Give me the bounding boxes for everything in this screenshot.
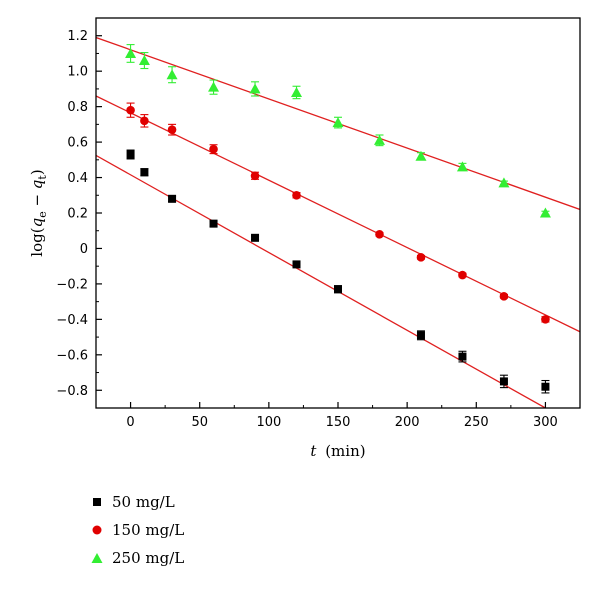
data-point [332, 117, 344, 128]
y-tick-label: −0.8 [56, 384, 88, 399]
data-point [541, 315, 550, 324]
data-point [250, 171, 260, 181]
data-point [541, 382, 550, 391]
x-axis-title-var: t [310, 442, 317, 460]
fit-line [96, 95, 580, 333]
y-axis-title: log(qe − qt) [28, 169, 49, 256]
legend-label: 150 mg/L [112, 521, 185, 539]
data-point [499, 292, 509, 301]
legend-label: 50 mg/L [112, 493, 175, 511]
x-axis-title: t (min) [310, 442, 365, 460]
data-point [458, 270, 467, 280]
data-point [416, 253, 426, 262]
data-point [373, 134, 385, 145]
data-point [249, 83, 261, 94]
data-point [292, 190, 301, 200]
data-point [140, 116, 149, 126]
data-point [456, 161, 468, 172]
data-point [209, 219, 218, 228]
x-tick-label: 200 [395, 415, 420, 430]
data-point [499, 377, 508, 386]
data-markers [125, 47, 551, 391]
error-bars [126, 44, 550, 394]
x-axis: 0 50 100 150 200 250 300 [95, 402, 581, 430]
y-tick-label: 0.6 [67, 136, 88, 151]
fit-lines [96, 36, 580, 408]
data-point [539, 207, 551, 218]
data-point [126, 105, 135, 115]
data-point [166, 69, 178, 80]
data-point [458, 352, 467, 361]
data-point [208, 81, 220, 92]
y-tick-label: 1.2 [67, 29, 88, 44]
x-tick-label: 50 [191, 415, 208, 430]
x-axis-title-unit: (min) [325, 442, 365, 460]
data-point [292, 260, 301, 269]
data-point [291, 86, 303, 97]
data-point [416, 331, 425, 340]
x-tick-label: 250 [464, 415, 489, 430]
chart: 0 50 100 150 200 250 300 −0.8 −0.6 −0.4 −0.2 0 0.2 0… [28, 17, 581, 460]
data-point [251, 233, 260, 242]
data-point [498, 177, 510, 188]
legend-circle-icon [92, 525, 102, 535]
data-point [415, 150, 427, 161]
data-point [167, 125, 177, 134]
x-tick-label: 300 [533, 415, 558, 430]
y-tick-label: 0.8 [67, 100, 88, 115]
data-point [126, 150, 135, 159]
data-point [375, 229, 384, 239]
y-tick-label: −0.4 [56, 313, 88, 328]
data-point [125, 47, 137, 58]
y-tick-label: 1.0 [67, 65, 88, 80]
y-tick-label: 0.2 [67, 207, 88, 222]
y-tick-label: 0 [80, 242, 88, 257]
legend-label: 250 mg/L [112, 549, 185, 567]
data-point [168, 194, 177, 203]
y-tick-label: 0.4 [67, 171, 88, 186]
data-point [140, 168, 149, 177]
y-tick-label: −0.6 [56, 348, 88, 363]
x-tick-label: 150 [326, 415, 351, 430]
x-tick-label: 100 [256, 415, 281, 430]
y-tick-label: −0.2 [56, 277, 88, 292]
legend-triangle-icon [91, 553, 103, 563]
legend-square-icon [93, 498, 101, 506]
y-axis: −0.8 −0.6 −0.4 −0.2 0 0.2 0.4 0.6 0.8 1.0 1.2 [56, 17, 102, 409]
x-tick-label: 0 [126, 415, 134, 430]
data-point [209, 144, 218, 154]
data-point [138, 55, 150, 66]
data-point [334, 285, 342, 294]
